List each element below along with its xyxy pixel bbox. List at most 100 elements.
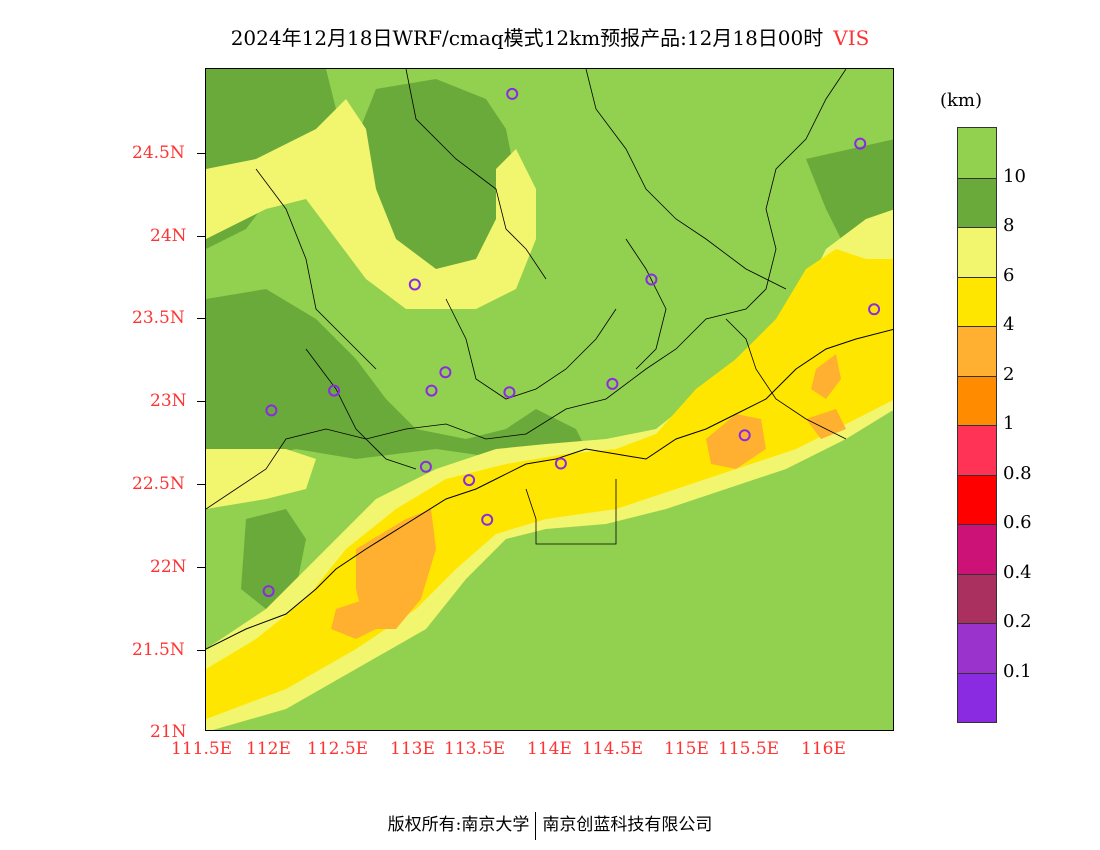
footer-copyright: 版权所有:南京大学 xyxy=(387,815,530,835)
title-main: 2024年12月18日WRF/cmaq模式12km预报产品:12月18日00时 xyxy=(230,26,824,50)
lat-tick xyxy=(197,484,205,485)
colorbar-cell xyxy=(958,177,996,227)
lat-label-24: 24N xyxy=(150,226,187,246)
zone-dark-green-sw-spot xyxy=(241,509,306,609)
colorbar xyxy=(957,127,997,723)
lat-label-21.5: 21.5N xyxy=(132,640,185,660)
lon-label-115.5: 115.5E xyxy=(718,739,780,759)
station-marker xyxy=(554,457,567,470)
county-border-7 xyxy=(305,348,417,470)
station-marker xyxy=(506,87,519,100)
lat-label-22.5: 22.5N xyxy=(132,474,185,494)
county-border-5 xyxy=(625,238,667,370)
colorbar-cell xyxy=(958,425,996,475)
lon-label-111.5: 111.5E xyxy=(171,739,233,759)
station-marker xyxy=(645,273,658,286)
lat-label-23: 23N xyxy=(150,391,187,411)
colorbar-cell xyxy=(958,375,996,425)
lat-tick xyxy=(197,567,205,568)
zone-light-yellow-west-strip xyxy=(206,449,316,509)
lat-tick xyxy=(197,401,205,402)
county-border-4 xyxy=(445,298,617,400)
colorbar-cell xyxy=(958,276,996,326)
colorbar-label: 0.1 xyxy=(1003,660,1032,682)
colorbar-label: 6 xyxy=(1003,264,1015,286)
zone-orange-patch-east2 xyxy=(811,354,841,399)
zone-light-yellow-band-north xyxy=(206,99,536,309)
footer: 版权所有:南京大学 南京创蓝科技有限公司 xyxy=(0,810,1100,840)
colorbar-separator xyxy=(958,375,996,377)
colorbar-label: 0.4 xyxy=(1003,561,1032,583)
colorbar-cell xyxy=(958,672,996,722)
colorbar-label: 0.2 xyxy=(1003,611,1032,632)
lon-label-113: 113E xyxy=(390,739,435,759)
colorbar-separator xyxy=(958,227,996,228)
colorbar-separator xyxy=(958,326,996,327)
colorbar-label: 4 xyxy=(1003,314,1015,335)
colorbar-separator xyxy=(958,573,996,575)
station-marker xyxy=(606,377,619,390)
station-marker xyxy=(265,404,278,417)
zone-orange-patch-east3 xyxy=(806,409,846,439)
county-border-3 xyxy=(585,69,787,290)
colorbar-label: 8 xyxy=(1003,215,1015,236)
map-title: 2024年12月18日WRF/cmaq模式12km预报产品:12月18日00时 V… xyxy=(0,22,1100,51)
footer-divider xyxy=(535,811,537,840)
lon-label-115: 115E xyxy=(664,739,709,759)
lat-label-22: 22N xyxy=(150,557,187,577)
zone-orange-patch-southwest xyxy=(331,594,386,639)
colorbar-separator xyxy=(958,623,996,624)
lon-label-112: 112E xyxy=(246,739,291,759)
colorbar-cell xyxy=(958,227,996,277)
lat-tick xyxy=(197,153,205,154)
colorbar-cell xyxy=(958,474,996,524)
colorbar-cell xyxy=(958,623,996,673)
lat-tick xyxy=(197,318,205,319)
lat-label-24.5: 24.5N xyxy=(132,143,185,163)
colorbar-label: 10 xyxy=(1003,165,1026,187)
station-marker xyxy=(868,303,881,316)
station-marker xyxy=(854,137,867,150)
colorbar-separator xyxy=(958,425,996,426)
station-marker xyxy=(503,386,516,399)
colorbar-separator xyxy=(958,524,996,525)
visibility-field xyxy=(206,69,893,730)
colorbar-cell xyxy=(958,326,996,376)
lon-label-112.5: 112.5E xyxy=(307,739,369,759)
lon-label-113.5: 113.5E xyxy=(444,739,506,759)
colorbar-cell xyxy=(958,524,996,574)
lon-label-116: 116E xyxy=(801,739,846,759)
title-variable: VIS xyxy=(833,26,870,50)
station-marker xyxy=(262,585,275,598)
lat-tick xyxy=(197,236,205,237)
footer-company: 南京创蓝科技有限公司 xyxy=(542,815,713,835)
station-marker xyxy=(419,460,432,473)
colorbar-cell xyxy=(958,128,996,178)
station-marker xyxy=(408,278,421,291)
station-marker xyxy=(481,513,494,526)
station-marker xyxy=(463,474,476,487)
zone-orange-patch-east xyxy=(706,414,766,469)
county-border-6 xyxy=(725,318,847,440)
colorbar-separator xyxy=(958,177,996,179)
lat-label-23.5: 23.5N xyxy=(132,308,185,328)
colorbar-label: 1 xyxy=(1003,413,1015,434)
colorbar-separator xyxy=(958,474,996,476)
colorbar-label: 0.8 xyxy=(1003,462,1032,484)
station-markers xyxy=(262,87,881,598)
lon-label-114.5: 114.5E xyxy=(582,739,644,759)
province-border xyxy=(206,69,847,510)
county-border-8 xyxy=(525,479,617,545)
legend-unit: (km) xyxy=(940,90,983,111)
colorbar-separator xyxy=(958,672,996,674)
station-marker xyxy=(425,384,438,397)
lon-label-114: 114E xyxy=(527,739,572,759)
lat-tick xyxy=(197,650,205,651)
county-border-2 xyxy=(405,69,547,280)
colorbar-cell xyxy=(958,573,996,623)
colorbar-label: 2 xyxy=(1003,363,1015,385)
county-border-1 xyxy=(255,168,377,370)
colorbar-label: 0.6 xyxy=(1003,512,1032,533)
zone-dark-green-west xyxy=(206,289,586,459)
station-marker xyxy=(328,384,341,397)
